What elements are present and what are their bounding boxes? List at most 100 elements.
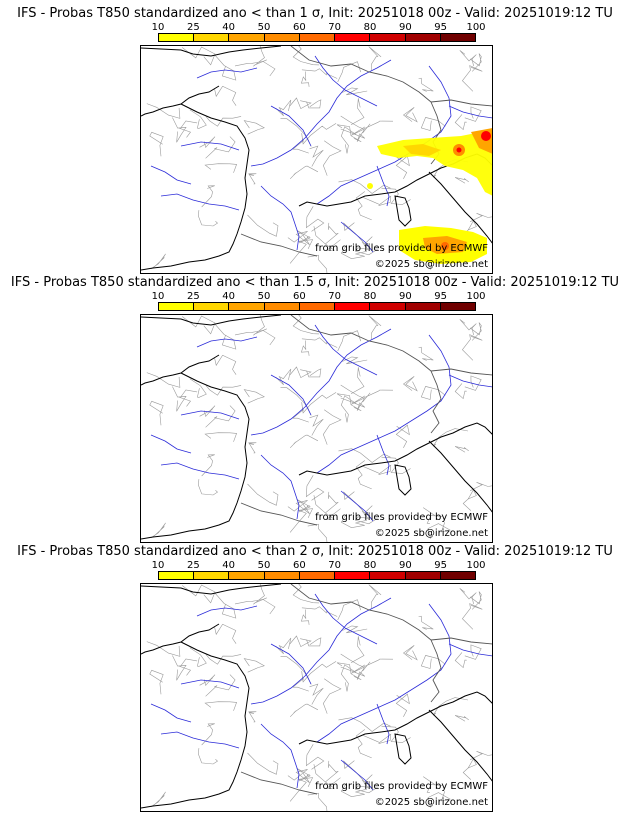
river (376, 165, 390, 207)
admin-boundary (234, 599, 276, 615)
admin-boundary (469, 591, 482, 610)
probability-area (441, 242, 449, 250)
admin-boundary (178, 120, 198, 138)
admin-boundary (199, 405, 216, 418)
admin-boundary (418, 77, 434, 92)
colorbar-tick-label: 10 (151, 560, 165, 571)
admin-boundary (340, 128, 366, 142)
admin-boundary (395, 693, 410, 717)
river (250, 328, 392, 436)
admin-boundary (454, 177, 469, 184)
colorbar-tick-label: 60 (292, 560, 306, 571)
river (448, 374, 492, 388)
admin-boundary (464, 644, 482, 660)
admin-boundary (355, 241, 378, 256)
admin-boundary (243, 120, 265, 135)
colorbar-labels: 10 25 40 50 60 70 80 90 95 100 (152, 291, 486, 302)
admin-boundary (307, 254, 328, 273)
colorbar-tick-label: 70 (328, 291, 342, 302)
admin-boundary (355, 729, 372, 759)
admin-boundary (292, 584, 320, 604)
river (250, 59, 392, 167)
france-map: from grib files provided by ECMWF ©2025 … (140, 45, 493, 274)
colorbar-segment (264, 303, 300, 310)
admin-boundary (464, 375, 482, 391)
admin-boundary (275, 637, 292, 655)
admin-boundary (309, 683, 324, 705)
probability-area (377, 128, 492, 196)
river (250, 597, 392, 705)
admin-boundary (454, 446, 469, 453)
probability-area (456, 147, 462, 153)
source-credit: from grib files provided by ECMWF (315, 243, 488, 254)
colorbar-tick-label: 60 (292, 291, 306, 302)
river (196, 605, 258, 617)
admin-boundary (172, 386, 187, 412)
admin-boundary (205, 654, 242, 665)
colorbar-segment (194, 572, 230, 579)
admin-boundary (336, 393, 362, 411)
admin-boundary (381, 725, 411, 743)
colorbar-segment (264, 572, 300, 579)
colorbar-tick-label: 95 (434, 291, 448, 302)
admin-boundary (325, 222, 339, 245)
admin-boundary (325, 491, 339, 514)
admin-boundary (289, 508, 314, 533)
admin-boundary (234, 61, 276, 77)
river (270, 374, 312, 416)
admin-boundary (454, 114, 467, 131)
admin-boundary (418, 346, 434, 361)
river (314, 324, 378, 376)
colorbar-labels: 10 25 40 50 60 70 80 90 95 100 (152, 560, 486, 571)
admin-boundary (368, 315, 382, 340)
country-border (290, 584, 432, 641)
admin-boundary (287, 231, 310, 246)
river (150, 165, 192, 185)
colorbar-tick-label: 90 (398, 22, 412, 33)
admin-boundary (381, 187, 411, 205)
river (260, 185, 300, 251)
admin-boundary (149, 669, 164, 695)
colorbar-segment (229, 572, 265, 579)
country-border (240, 233, 318, 257)
admin-boundary (307, 792, 328, 811)
admin-boundary (368, 584, 382, 609)
country-border (430, 639, 442, 703)
admin-boundary (342, 356, 368, 365)
colorbar-tick-label: 80 (363, 22, 377, 33)
admin-boundary (355, 460, 372, 490)
river (270, 643, 312, 685)
admin-boundary (247, 483, 279, 506)
admin-boundary (146, 641, 181, 657)
river (340, 490, 374, 522)
admin-boundary (381, 456, 411, 474)
admin-boundary (201, 454, 215, 477)
country-border (240, 502, 318, 526)
river (316, 65, 452, 205)
admin-boundary (289, 239, 314, 264)
admin-boundary (340, 513, 367, 529)
river (180, 141, 240, 151)
river (316, 603, 452, 743)
admin-boundary (248, 173, 257, 185)
country-border (430, 99, 492, 107)
river (316, 334, 452, 474)
admin-boundary (340, 653, 366, 674)
admin-boundary (355, 191, 372, 221)
admin-boundary (355, 510, 378, 525)
admin-boundary (197, 210, 218, 227)
admin-boundary (336, 662, 362, 680)
admin-boundary (201, 723, 215, 746)
admin-boundary (204, 432, 238, 442)
admin-boundary (204, 701, 238, 711)
river (180, 410, 240, 420)
panel-2: IFS - Probas T850 standardized ano < tha… (0, 275, 630, 543)
colorbar-tick-label: 95 (434, 22, 448, 33)
admin-boundary (214, 354, 237, 375)
colorbar-segment (370, 572, 406, 579)
admin-boundary (340, 384, 366, 405)
admin-boundary (301, 606, 338, 617)
admin-boundary (289, 366, 312, 379)
country-border (430, 637, 492, 645)
admin-boundary (459, 588, 477, 605)
